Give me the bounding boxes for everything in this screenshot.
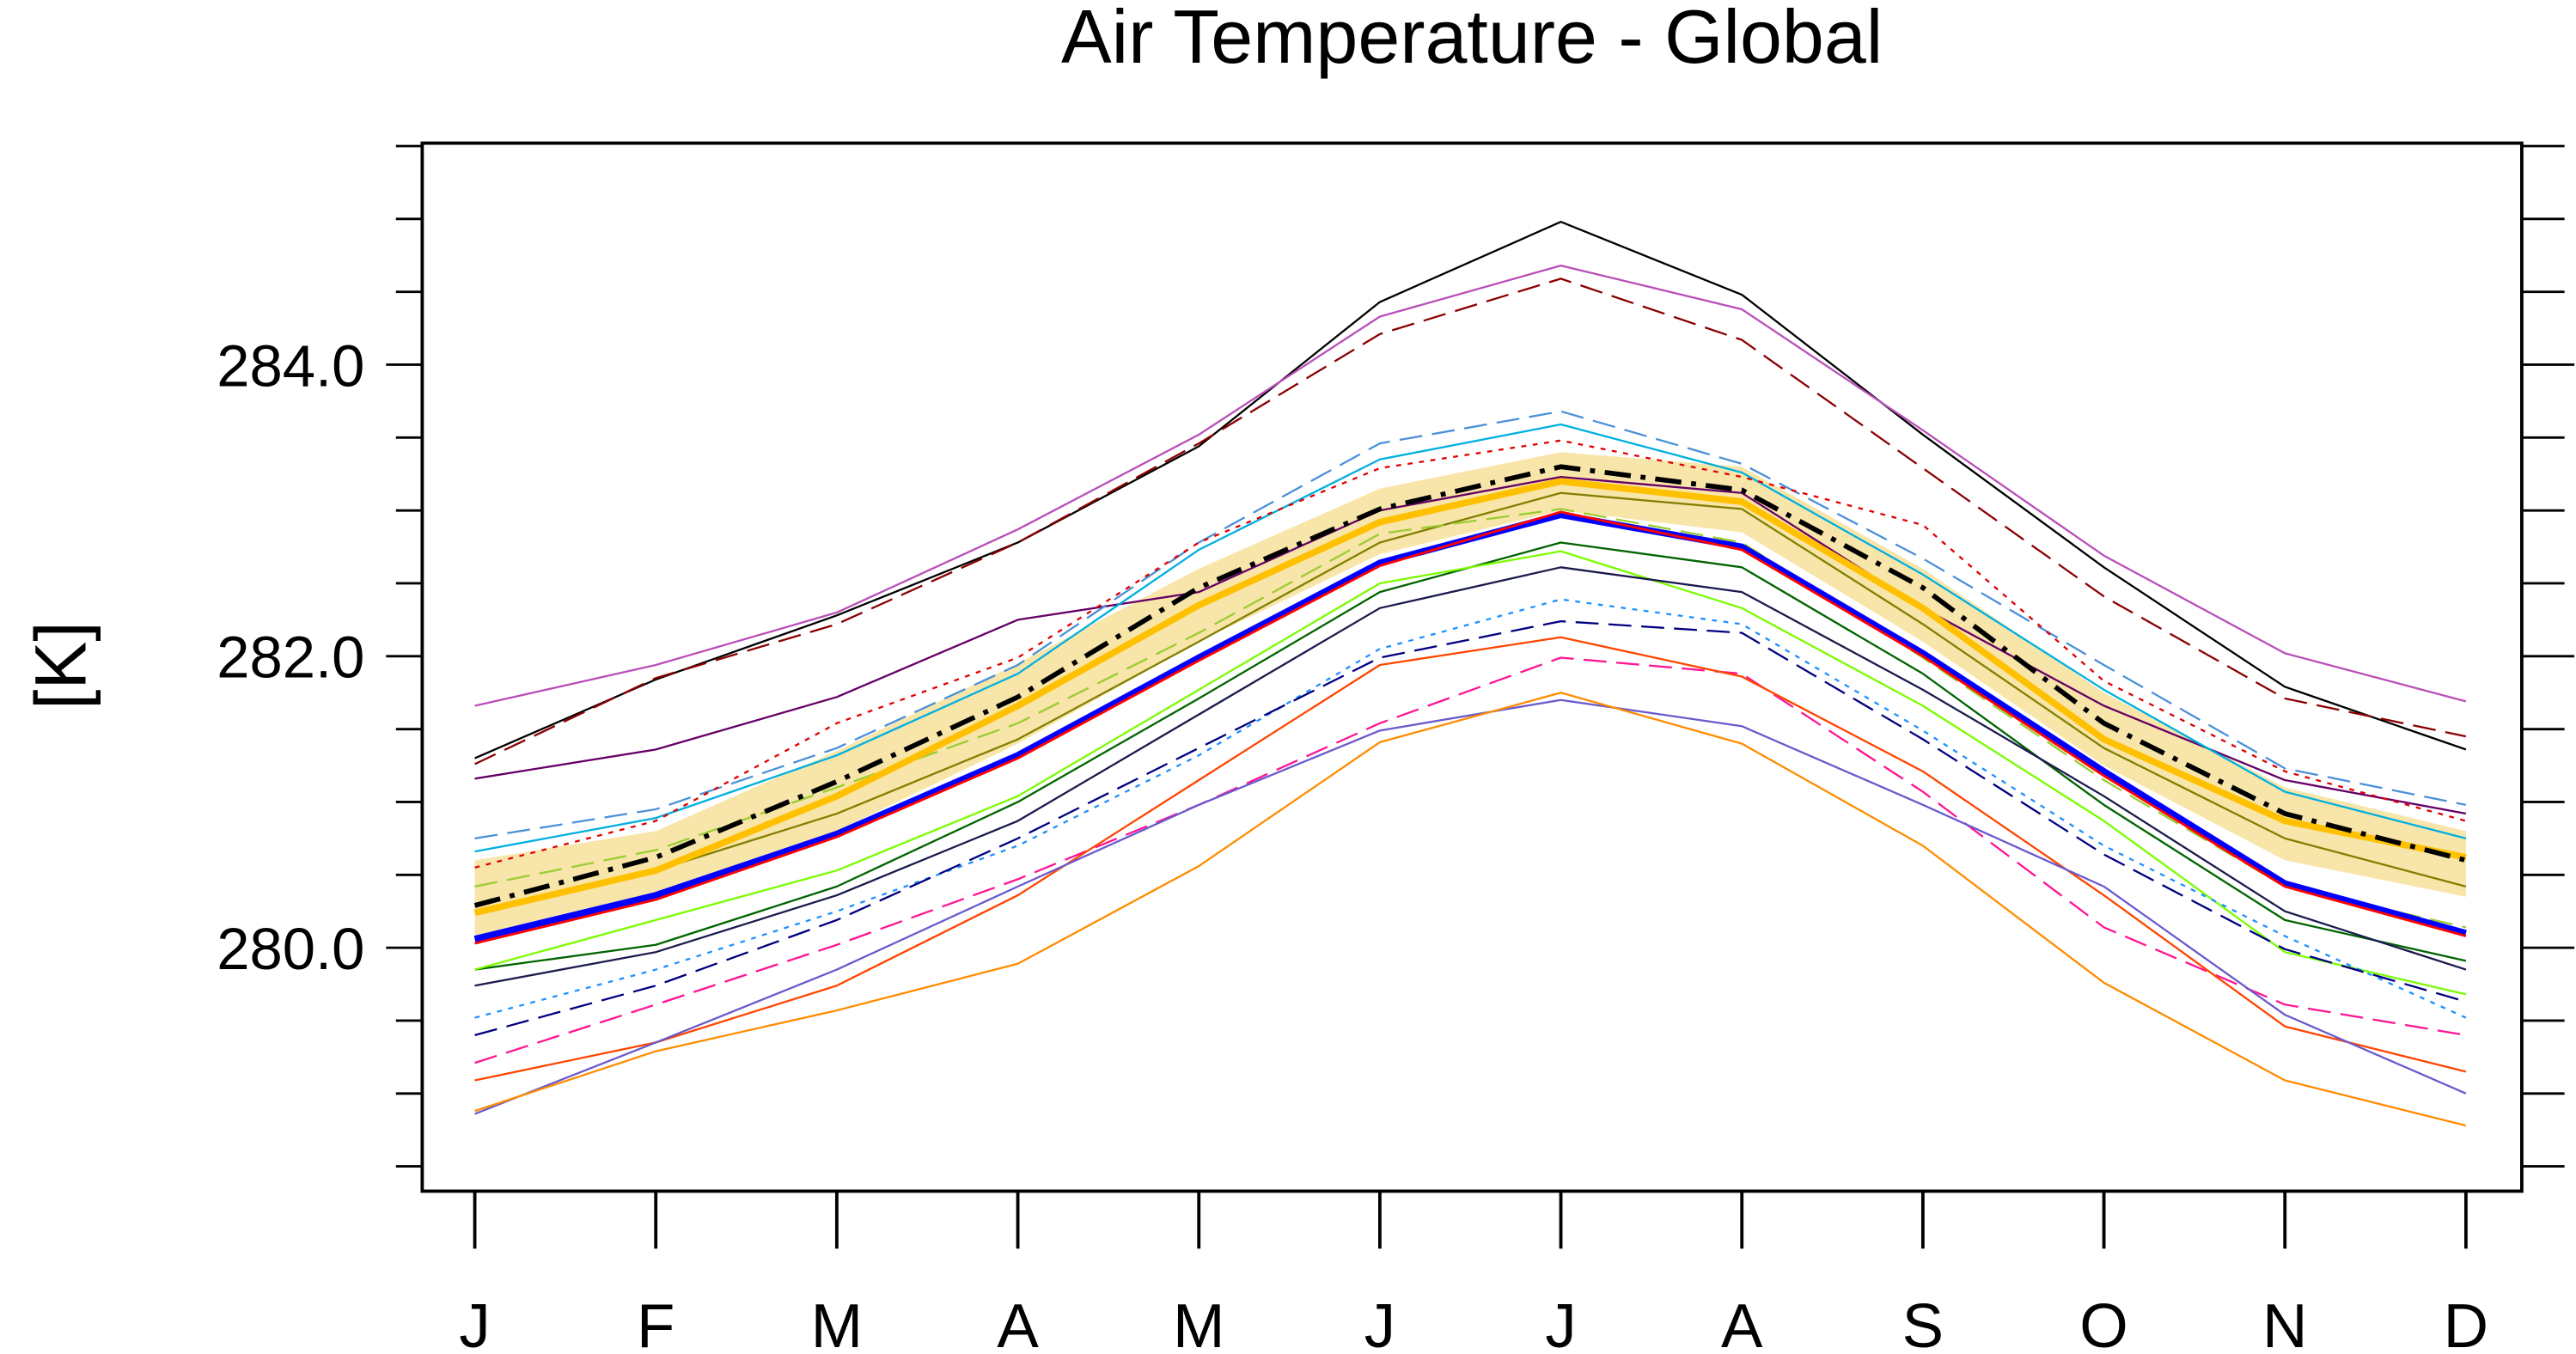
x-tick-label: N bbox=[2262, 1291, 2307, 1354]
series-model-navy bbox=[474, 566, 2467, 987]
x-tick-label: D bbox=[2444, 1291, 2488, 1354]
series-model-purple bbox=[474, 475, 2467, 815]
series-model-darkred-dashed bbox=[474, 278, 2467, 765]
series-model-lawngreen bbox=[474, 550, 2467, 996]
y-tick-label: 284.0 bbox=[217, 332, 364, 399]
series-model-darkorange bbox=[474, 692, 2467, 1127]
x-tick-label: A bbox=[1721, 1291, 1763, 1354]
series-model-orchid bbox=[474, 264, 2467, 707]
x-tick-label: M bbox=[811, 1291, 864, 1354]
series-model-blue-dashed bbox=[474, 410, 2467, 840]
axis-ticks bbox=[386, 144, 2575, 1249]
y-tick-label: 282.0 bbox=[217, 625, 364, 691]
series-model-red-dotted bbox=[474, 439, 2467, 869]
x-tick-label: F bbox=[637, 1291, 675, 1354]
series-reference-black-dashdot bbox=[473, 464, 2467, 908]
series-model-black-top bbox=[474, 221, 2467, 759]
series-model-cyan bbox=[474, 423, 2467, 853]
series-lines bbox=[473, 221, 2467, 1127]
series-model-steelblue-dotted bbox=[474, 598, 2467, 1019]
series-observations-red bbox=[474, 510, 2467, 945]
x-tick-label: O bbox=[2079, 1291, 2128, 1354]
series-multi-model-mean bbox=[473, 478, 2467, 917]
series-model-deeppink-dashed bbox=[474, 656, 2467, 1064]
series-model-slateblue bbox=[474, 698, 2467, 1115]
series-model-navy-dashed bbox=[474, 619, 2467, 1037]
x-tick-label: M bbox=[1173, 1291, 1225, 1354]
y-axis-label: [K] bbox=[20, 621, 101, 710]
series-model-orangered bbox=[474, 636, 2467, 1082]
x-tick-label: J bbox=[459, 1291, 490, 1354]
x-tick-label: J bbox=[1545, 1291, 1576, 1354]
chart-title: Air Temperature - Global bbox=[1061, 0, 1883, 79]
x-tick-label: J bbox=[1364, 1291, 1395, 1354]
y-tick-label: 280.0 bbox=[217, 916, 364, 982]
x-tick-label: S bbox=[1902, 1291, 1944, 1354]
series-model-olive bbox=[474, 491, 2467, 912]
x-tick-label: A bbox=[997, 1291, 1039, 1354]
series-model-yellowgreen-dashed bbox=[474, 508, 2467, 929]
axis-labels: 280.0 282.0 284.0 J F M A M J J A S O N D bbox=[217, 332, 2488, 1354]
plot-frame bbox=[420, 141, 2524, 1193]
